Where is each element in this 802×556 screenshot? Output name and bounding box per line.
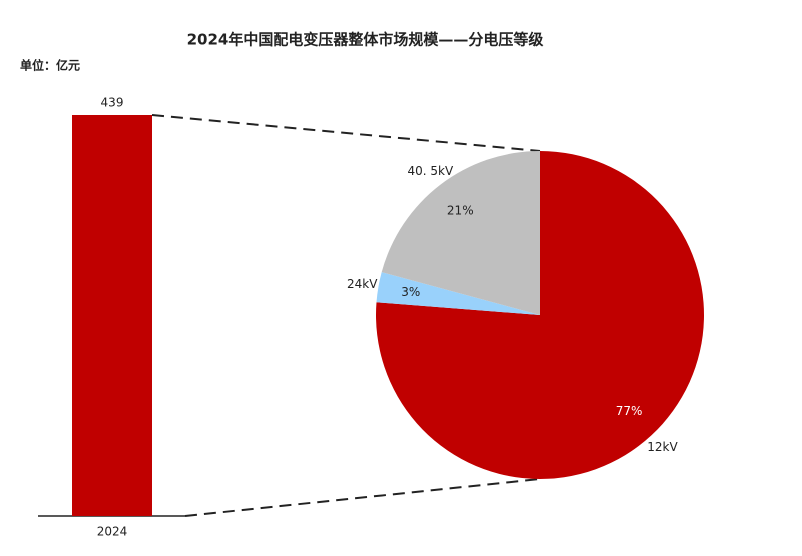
pie-slice [381, 151, 540, 315]
unit-label: 单位：亿元 [20, 58, 80, 73]
value-label: 439 [101, 96, 124, 110]
connector [151, 114, 541, 152]
pie-slice [375, 151, 704, 480]
value-label: 77% [616, 404, 643, 418]
category-label: 40. 5kV [408, 164, 454, 178]
connector [184, 478, 541, 517]
bar [72, 115, 152, 516]
pie-slice [376, 272, 540, 315]
chart-title: 2024年中国配电变压器整体市场规模——分电压等级 [187, 31, 545, 49]
x-tick-label: 2024 [97, 525, 128, 539]
category-label: 24kV [347, 277, 378, 291]
value-label: 21% [447, 203, 474, 217]
category-label: 12kV [647, 440, 678, 454]
value-label: 3% [401, 285, 420, 299]
